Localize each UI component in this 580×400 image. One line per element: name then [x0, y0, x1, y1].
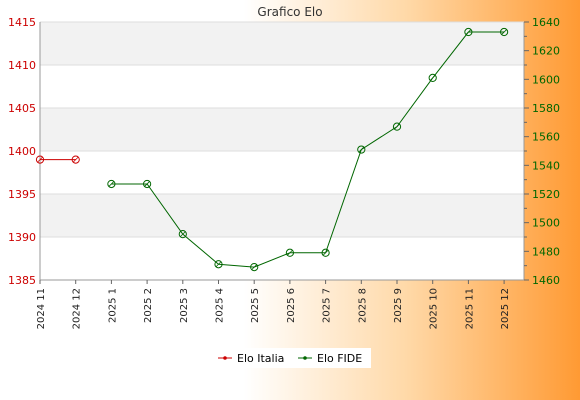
legend-label: Elo FIDE	[317, 352, 362, 365]
left-tick-label: 1400	[8, 145, 36, 158]
x-tick-label: 2024 12	[72, 288, 83, 329]
x-tick-label: 2025 5	[250, 288, 261, 323]
data-point-mark	[215, 261, 222, 268]
right-tick-label: 1640	[532, 16, 560, 29]
left-tick-label: 1385	[8, 274, 36, 287]
x-tick-label: 2025 3	[179, 288, 190, 323]
legend-box	[211, 348, 371, 368]
plot-band	[40, 194, 524, 237]
series-lines	[35, 27, 509, 272]
series-line	[111, 31, 505, 268]
x-tick-label: 2025 12	[500, 288, 511, 329]
x-tick-label: 2024 11	[36, 288, 47, 329]
right-tick-label: 1600	[532, 73, 560, 86]
data-point	[35, 155, 45, 164]
right-tick-label: 1620	[532, 45, 560, 58]
left-tick-label: 1395	[8, 188, 36, 201]
data-point	[178, 230, 187, 239]
left-tick-label: 1390	[8, 231, 36, 244]
data-point	[500, 27, 509, 37]
x-tick-label: 2025 10	[429, 288, 440, 329]
data-point	[428, 73, 437, 83]
legend: Elo Italia Elo FIDE	[211, 348, 371, 368]
data-point-mark	[287, 249, 293, 256]
x-tick-label: 2025 4	[215, 288, 226, 323]
data-point	[392, 122, 402, 131]
right-axis-ticks: 1460 1480 1500 1520 1540 1560 1580 1600 1620 1640	[524, 16, 560, 287]
data-point	[214, 260, 223, 269]
x-tick-label: 2025 9	[393, 288, 404, 323]
left-tick-label: 1405	[8, 102, 36, 115]
right-tick-label: 1480	[532, 245, 560, 258]
data-point-mark	[465, 29, 472, 35]
right-tick-label: 1520	[532, 188, 560, 201]
x-tick-label: 2025 7	[322, 288, 333, 323]
plot-band	[40, 22, 524, 65]
data-point-mark	[322, 249, 329, 256]
data-point-mark	[501, 29, 507, 35]
data-point-mark	[180, 231, 186, 237]
data-point-mark	[72, 156, 79, 163]
series-elo-fide	[107, 27, 509, 272]
right-tick-label: 1500	[532, 217, 560, 230]
x-tick-label: 2025 11	[464, 288, 475, 329]
series-elo-italia	[35, 155, 80, 164]
data-point	[107, 179, 116, 189]
data-point	[464, 27, 473, 37]
left-tick-label: 1410	[8, 59, 36, 72]
data-point	[357, 145, 366, 154]
chart-title: Grafico Elo	[257, 5, 322, 19]
legend-swatch-dot	[223, 356, 227, 360]
legend-label: Elo Italia	[237, 352, 284, 365]
x-tick-label: 2025 1	[107, 288, 118, 323]
right-tick-label: 1580	[532, 102, 560, 115]
x-tick-label: 2025 2	[143, 288, 154, 323]
right-tick-label: 1460	[532, 274, 560, 287]
left-axis-ticks: 1385 1390 1395 1400 1405 1410 1415	[8, 16, 36, 287]
legend-swatch-dot	[303, 356, 307, 360]
data-point-mark	[251, 264, 257, 270]
data-point-mark	[108, 181, 115, 187]
data-point	[250, 263, 259, 272]
data-point	[71, 155, 80, 164]
data-point	[143, 179, 152, 189]
data-point-mark	[144, 181, 150, 187]
x-axis-ticks: 2024 11 2024 12 2025 1 2025 2 2025 3 2025 4 20…	[36, 280, 511, 329]
data-point	[321, 248, 330, 257]
data-point-mark	[429, 75, 436, 81]
x-tick-label: 2025 6	[286, 288, 297, 323]
right-tick-label: 1540	[532, 159, 560, 172]
plot-band	[40, 108, 524, 151]
x-tick-label: 2025 8	[357, 288, 368, 323]
left-tick-label: 1415	[8, 16, 36, 29]
right-tick-label: 1560	[532, 131, 560, 144]
data-point-mark	[358, 146, 365, 153]
data-point-mark	[37, 156, 43, 163]
data-point-mark	[394, 123, 400, 130]
data-point	[285, 248, 294, 257]
